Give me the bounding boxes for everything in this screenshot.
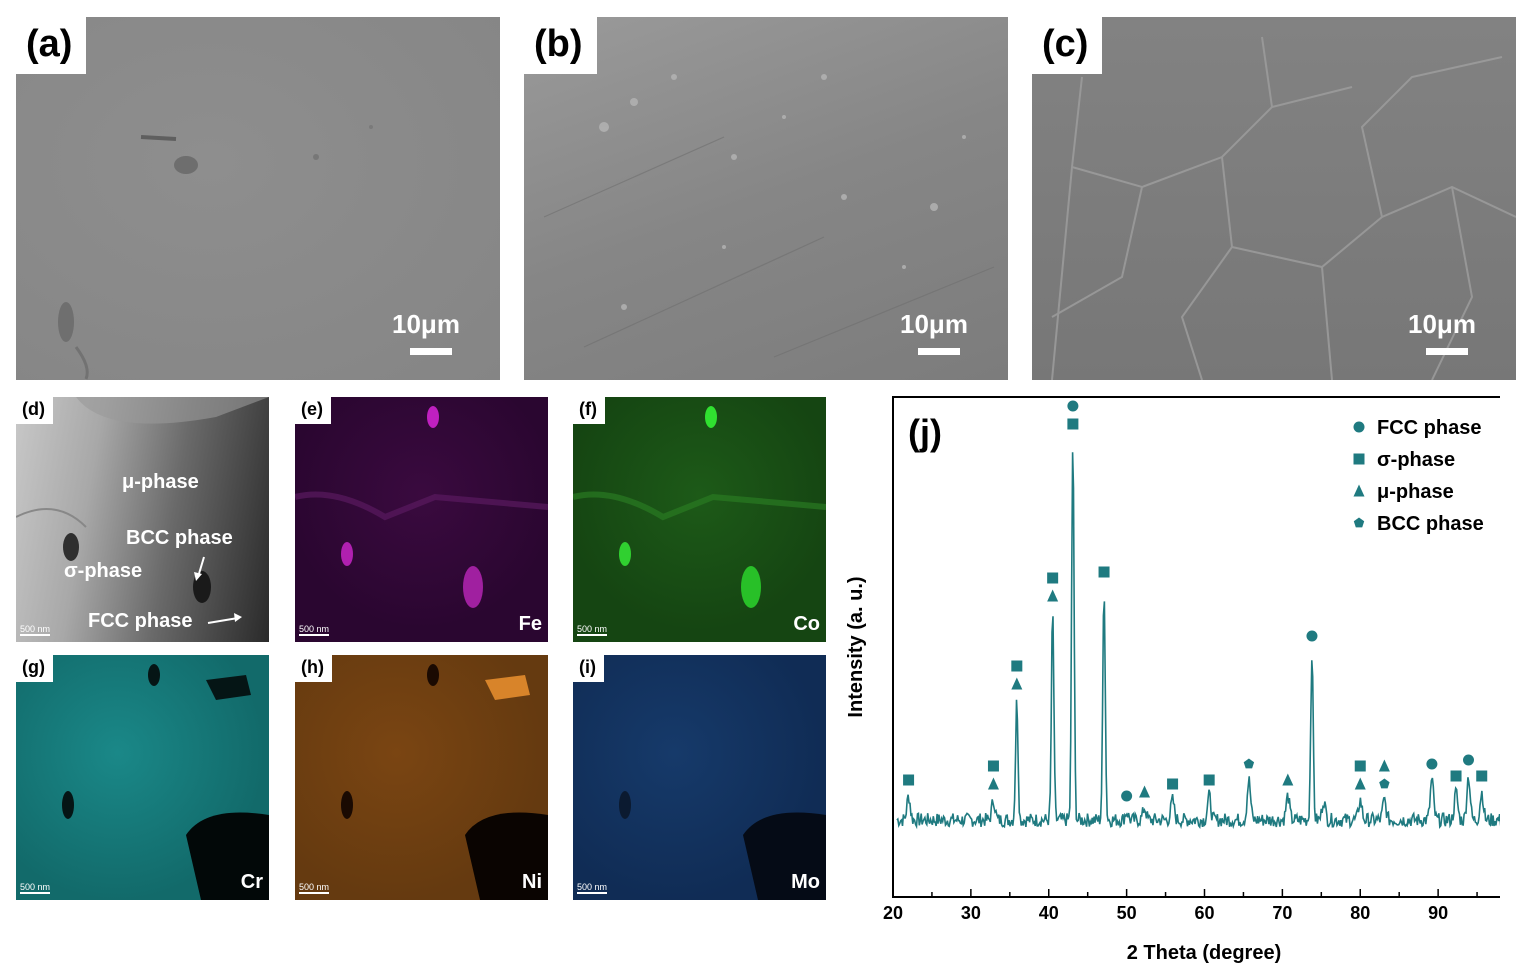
peak-markers [903,400,1488,802]
annotation-bcc-phase: BCC phase [126,527,233,549]
x-tick-label: 80 [1350,903,1370,923]
panel-label-g: (g) [16,655,53,682]
x-tick-label: 70 [1272,903,1292,923]
eds-map-mo: (i) Mo 500 nm [573,655,826,900]
element-label-co: Co [793,613,820,635]
eds-map-cr: (g) Cr 500 nm [16,655,269,900]
element-label-cr: Cr [240,871,263,893]
y-axis-label: Intensity (a. u.) [845,576,867,717]
annotation-arrows [194,556,242,624]
marker-mu [1139,785,1151,798]
marker-mu [1354,777,1366,790]
annotation-fcc-phase: FCC phase [88,610,193,632]
x-tick-label: 60 [1194,903,1214,923]
legend-label: FCC phase [1377,417,1481,439]
marker-mu [987,777,999,790]
marker-fcc [1353,421,1365,433]
x-tick-label: 30 [961,903,981,923]
mini-scale-e: 500 nm [299,624,330,636]
sem-panel-b: (b) 10μm [524,17,1008,380]
scale-text-b: 10μm [900,309,968,339]
sem-panel-c: (c) 10μm [1032,17,1516,380]
marker-sigma [1476,770,1488,782]
panel-label-j: (j) [908,412,942,453]
marker-fcc [1121,790,1133,802]
marker-fcc [1306,630,1318,642]
scale-bar-c [1426,348,1468,355]
mini-scale-h: 500 nm [299,882,330,894]
marker-sigma [1011,660,1023,672]
eds-map-co: (f) Co 500 nm [573,397,826,642]
marker-mu [1047,589,1059,602]
annotation-sigma-phase: σ-phase [64,560,143,582]
legend-label: σ-phase [1377,449,1455,471]
panel-label-h: (h) [295,655,332,682]
panel-label-a: (a) [16,17,87,74]
marker-bcc [1243,758,1255,769]
mini-scale-i: 500 nm [577,882,608,894]
marker-sigma [1450,770,1462,782]
marker-sigma [1067,418,1079,430]
eds-texture-co [573,406,826,608]
xrd-chart: (j) 2030405060708090100 FCC phaseσ-phase… [845,396,1500,964]
element-label-fe: Fe [518,613,542,635]
eds-map-fe: (e) Fe 500 nm [295,397,548,642]
mini-scale-g: 500 nm [20,882,51,894]
x-tick-label: 50 [1117,903,1137,923]
tem-texture-d [16,397,269,603]
tem-panel-d: (d) μ-phase BCC phase σ-phase FCC phase … [16,397,269,642]
panel-label-b: (b) [524,17,597,74]
mini-scale-d: 500 nm [20,624,51,636]
panel-label-c: (c) [1032,17,1103,74]
x-axis-ticks: 2030405060708090100 [883,889,1478,923]
marker-bcc [1379,778,1390,789]
marker-sigma [1167,778,1179,790]
scale-bar-b [918,348,960,355]
panel-label-e: (e) [295,397,331,424]
xrd-pattern-line [896,452,1500,830]
marker-bcc [1353,517,1365,528]
plot-layer [896,452,1500,830]
annotation-mu-phase: μ-phase [122,471,199,493]
marker-mu [1353,484,1365,497]
legend: FCC phase σ-phase μ-phase BCC phase [1353,417,1484,535]
sem-texture-b [543,74,995,358]
x-axis-label: 2 Theta (degree) [1127,942,1281,964]
panel-label-i: (i) [573,655,604,682]
eds-map-ni: (h) Ni 500 nm [295,655,548,900]
sem-panel-a: (a) 10μm [16,17,500,380]
sem-texture-c [1051,36,1516,380]
element-label-mo: Mo [791,871,820,893]
marker-fcc [1426,758,1438,770]
marker-sigma [1354,760,1366,772]
marker-sigma [1047,572,1059,584]
panel-label-f: (f) [573,397,605,424]
marker-mu [1011,677,1023,690]
panel-label-d: (d) [16,397,53,424]
marker-mu [1378,759,1390,772]
sem-texture-a [58,125,373,380]
eds-texture-cr [62,664,269,900]
marker-sigma [1353,453,1365,465]
marker-sigma [1098,566,1110,578]
x-tick-label: 20 [883,903,903,923]
eds-texture-mo [619,791,826,900]
element-label-ni: Ni [522,871,542,893]
scale-bar-a [410,348,452,355]
x-tick-label: 40 [1039,903,1059,923]
marker-sigma [987,760,999,772]
scale-text-a: 10μm [392,309,460,339]
legend-label: μ-phase [1377,481,1454,503]
marker-fcc [1462,754,1474,766]
mini-scale-f: 500 nm [577,624,608,636]
marker-sigma [1203,774,1215,786]
marker-sigma [903,774,915,786]
scale-text-c: 10μm [1408,309,1476,339]
eds-texture-fe [295,406,548,608]
eds-texture-ni [341,664,548,900]
x-tick-label: 90 [1428,903,1448,923]
legend-label: BCC phase [1377,513,1484,535]
marker-fcc [1067,400,1079,412]
marker-mu [1282,773,1294,786]
